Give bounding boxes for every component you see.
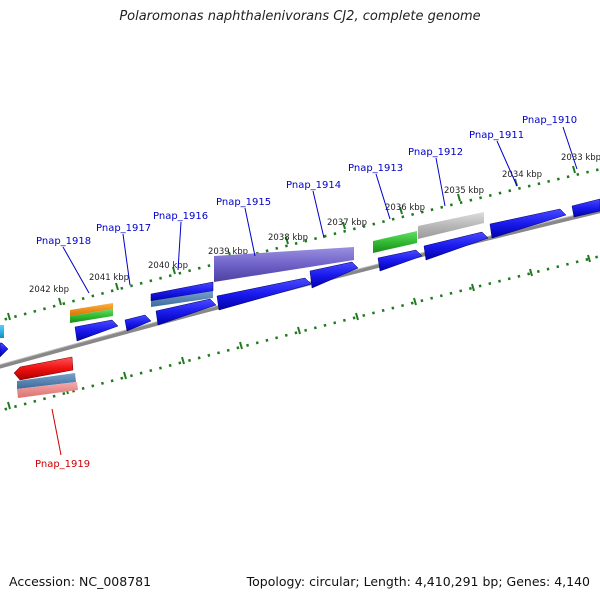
gene-label-pnap-1915[interactable]: Pnap_1915 [216,197,271,208]
gene-label-pnap-1916[interactable]: Pnap_1916 [153,211,208,222]
cds-arrow[interactable] [216,277,312,311]
forward-cds-track [0,198,600,358]
kbp-tick-labels: 2033 kbp 2034 kbp 2035 kbp 2036 kbp 2037… [29,153,600,295]
inner-major-ticks [7,254,591,410]
map-title: Polaromonas naphthalenivorans CJ2, compl… [119,9,481,24]
forward-feature-track [0,212,484,338]
kbp-label: 2041 kbp [89,273,129,283]
cds-arrow[interactable] [489,208,567,239]
gene-label-pnap-1913[interactable]: Pnap_1913 [348,163,403,174]
gene-label-pnap-1914[interactable]: Pnap_1914 [286,180,341,191]
leader-line [435,157,446,207]
kbp-label: 2035 kbp [444,186,484,196]
gene-label-pnap-1911[interactable]: Pnap_1911 [469,130,524,141]
kbp-label: 2040 kbp [148,261,188,271]
label-leader-lines [51,126,578,456]
feature-bar[interactable] [373,231,417,253]
kbp-label: 2037 kbp [327,218,367,228]
gene-label-pnap-1919[interactable]: Pnap_1919 [35,459,90,470]
feature-bar[interactable] [151,291,213,307]
cds-arrow[interactable] [377,249,423,272]
gene-label-pnap-1912[interactable]: Pnap_1912 [408,147,463,158]
reverse-feature-track [13,356,78,398]
feature-bar[interactable] [214,247,354,282]
leader-line [496,140,518,187]
cds-arrow[interactable] [423,231,489,261]
cds-arrow[interactable] [309,261,359,289]
kbp-label: 2039 kbp [208,247,248,257]
cds-arrow[interactable] [571,198,600,218]
gene-labels: Pnap_1910 Pnap_1911 Pnap_1912 Pnap_1913 … [35,115,577,470]
kbp-label: 2036 kbp [385,203,425,213]
outer-tick-track [0,167,600,323]
accession-text: Accession: NC_008781 [9,574,152,589]
gene-label-pnap-1917[interactable]: Pnap_1917 [96,223,151,234]
cds-arrow[interactable] [155,298,217,326]
kbp-label: 2033 kbp [561,153,600,163]
feature-bar[interactable] [17,382,78,398]
kbp-label: 2038 kbp [268,233,308,243]
inner-tick-track [0,254,600,413]
feature-bar[interactable] [70,303,113,316]
cds-arrow[interactable] [74,319,119,342]
cds-arrow[interactable] [124,314,152,332]
leader-line [312,190,325,239]
rna-arrow[interactable] [13,356,74,381]
leader-line [122,233,131,286]
feature-bar[interactable] [70,309,113,323]
feature-bar[interactable] [17,373,76,389]
kbp-label: 2042 kbp [29,285,69,295]
genome-stats-text: Topology: circular; Length: 4,410,291 bp… [246,574,590,589]
gene-label-pnap-1910[interactable]: Pnap_1910 [522,115,577,126]
leader-line [375,173,391,220]
cds-arrow[interactable] [0,342,9,358]
leader-line [177,221,182,271]
feature-bar[interactable] [418,212,484,239]
gene-label-pnap-1918[interactable]: Pnap_1918 [36,236,91,247]
leader-line [51,408,62,456]
leader-line [562,126,578,170]
kbp-label: 2034 kbp [502,170,542,180]
leader-line [244,207,256,257]
feature-bar[interactable] [0,325,4,338]
leader-line [62,246,90,294]
